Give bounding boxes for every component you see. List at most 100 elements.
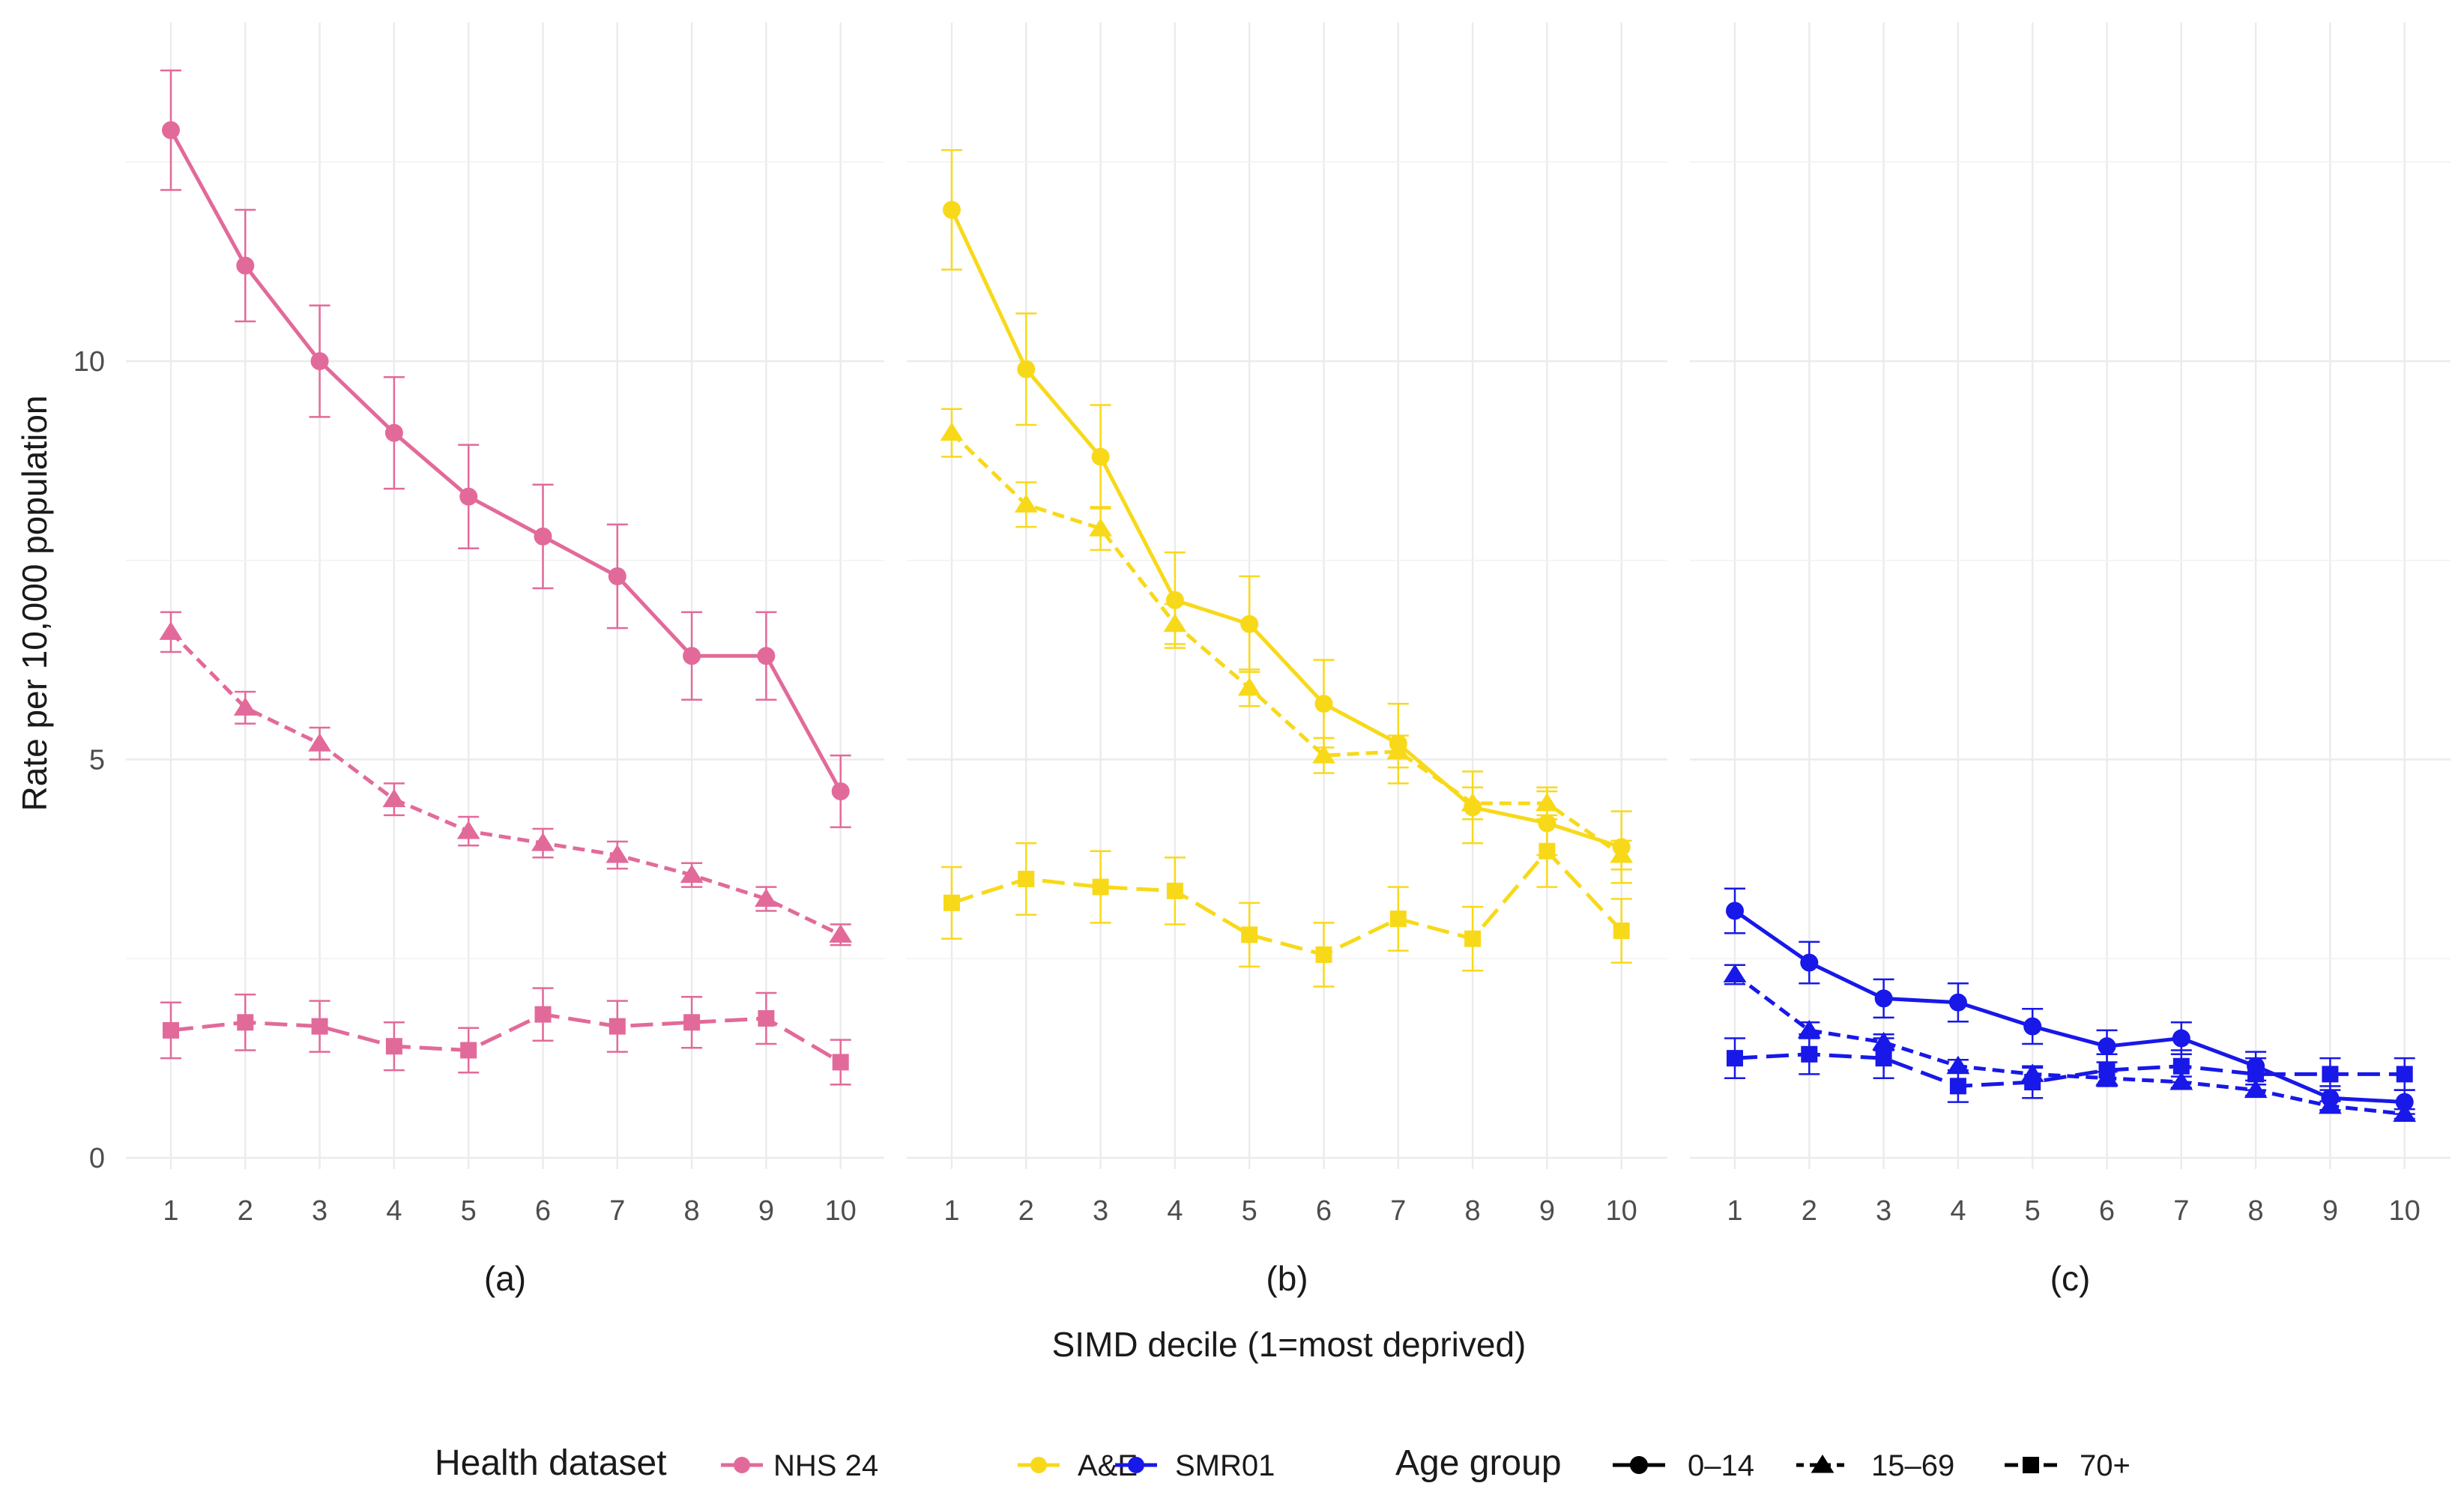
data-point <box>2322 1066 2339 1083</box>
legend-key-marker <box>1128 1457 1144 1473</box>
data-point <box>1014 494 1038 513</box>
data-point <box>1166 882 1183 899</box>
legend-key-marker <box>2023 1457 2039 1473</box>
data-point <box>2393 1103 2417 1123</box>
y-tick-label: 5 <box>89 745 105 776</box>
data-point <box>1727 1050 1743 1067</box>
grid-layer <box>126 22 2451 1169</box>
x-tick-label: 6 <box>535 1195 551 1227</box>
data-point <box>683 647 701 665</box>
data-point <box>534 1006 552 1023</box>
data-point <box>1874 989 1893 1008</box>
data-point <box>459 487 478 506</box>
series-line-nhs24-0 <box>169 129 842 793</box>
legend-title-dataset: Health dataset <box>435 1443 667 1483</box>
data-point <box>2098 1037 2116 1056</box>
x-tick-label: 10 <box>825 1195 857 1227</box>
series-markers <box>159 121 2417 1123</box>
x-tick-label: 5 <box>461 1195 477 1227</box>
x-tick-label: 1 <box>1727 1195 1742 1227</box>
data-point <box>1315 946 1332 963</box>
data-point <box>1946 1055 1970 1075</box>
data-point <box>1536 792 1559 812</box>
x-tick-label: 6 <box>1316 1195 1332 1227</box>
x-tick-label: 2 <box>1018 1195 1034 1227</box>
legend-label-age: 70+ <box>2080 1449 2131 1482</box>
x-tick-label: 7 <box>2173 1195 2189 1227</box>
data-point <box>236 256 255 275</box>
data-point <box>2169 1072 2193 1090</box>
panel-caption: (a) <box>484 1259 526 1298</box>
data-point <box>1461 792 1485 812</box>
data-point <box>2098 1062 2116 1079</box>
data-point <box>2244 1079 2268 1099</box>
data-point <box>1800 953 1819 972</box>
x-tick-label: 3 <box>1093 1195 1108 1227</box>
x-tick-label: 6 <box>2099 1195 2115 1227</box>
data-point <box>1017 360 1036 378</box>
data-point <box>159 621 183 640</box>
x-tick-label: 2 <box>238 1195 253 1227</box>
legend-age-keys: 0–14 15–69 70+ <box>1613 1449 2131 1482</box>
data-point <box>1801 1045 1818 1063</box>
data-point <box>310 352 329 370</box>
legend-key-marker <box>1030 1457 1047 1473</box>
data-point <box>683 1014 701 1031</box>
data-point <box>1872 1031 1895 1051</box>
data-point <box>384 423 403 442</box>
data-point <box>940 422 964 441</box>
data-point <box>311 1018 328 1035</box>
data-point <box>1092 878 1109 896</box>
x-tick-label: 9 <box>758 1195 774 1227</box>
series-line-ae-2 <box>951 849 1623 957</box>
data-point <box>1610 845 1634 863</box>
series-line-nhs24-1 <box>169 630 842 937</box>
x-tick-label: 1 <box>943 1195 959 1227</box>
data-point <box>531 833 555 851</box>
x-tick-label: 4 <box>1167 1195 1183 1227</box>
legend-title-age: Age group <box>1395 1443 1562 1483</box>
data-point <box>1241 926 1258 943</box>
data-point <box>758 1009 775 1027</box>
data-point <box>943 201 961 220</box>
series-line-smr01-0 <box>1733 909 2405 1105</box>
data-point <box>1613 922 1630 940</box>
x-tick-label: 9 <box>1539 1195 1555 1227</box>
x-axis-title: SIMD decile (1=most deprived) <box>1052 1325 1527 1364</box>
data-point <box>237 1014 254 1031</box>
data-point <box>943 894 960 911</box>
data-point <box>2319 1095 2342 1114</box>
data-point <box>2172 1057 2190 1075</box>
data-point <box>1163 613 1187 632</box>
legend-key-marker <box>734 1457 750 1473</box>
data-point <box>606 845 629 863</box>
data-point <box>1165 591 1184 609</box>
data-point <box>1237 677 1261 696</box>
data-point <box>609 1018 626 1035</box>
data-point <box>162 121 180 139</box>
data-point <box>1538 814 1556 833</box>
legend-label-dataset: NHS 24 <box>773 1449 878 1482</box>
x-tick-label: 4 <box>386 1195 402 1227</box>
x-tick-label: 10 <box>1606 1195 1637 1227</box>
data-point <box>1539 842 1556 860</box>
data-point <box>233 697 257 716</box>
error-bars <box>160 69 2415 1120</box>
data-point <box>1389 910 1407 928</box>
data-point <box>829 924 853 943</box>
axis-ticks: 0 5 10 1 2 3 4 5 6 7 8 9 10 (a) 1 2 3 4 5 6 7 8 9 10 (b) 1 2 3 4 5 6 7 8… <box>73 346 2421 1298</box>
x-tick-label: 7 <box>609 1195 625 1227</box>
data-point <box>1948 993 1967 1012</box>
data-point <box>755 888 778 907</box>
data-point <box>2023 1017 2042 1036</box>
legend: Health dataset NHS 24 A&E SMR01 Age group … <box>435 1443 2131 1483</box>
data-point <box>1875 1050 1892 1067</box>
x-tick-label: 9 <box>2322 1195 2338 1227</box>
series-line-ae-0 <box>949 208 1622 849</box>
x-tick-label: 8 <box>1465 1195 1481 1227</box>
data-point <box>460 1042 477 1059</box>
x-tick-label: 7 <box>1390 1195 1406 1227</box>
series-line-smr01-2 <box>1734 1052 2405 1088</box>
data-point <box>1314 695 1333 713</box>
